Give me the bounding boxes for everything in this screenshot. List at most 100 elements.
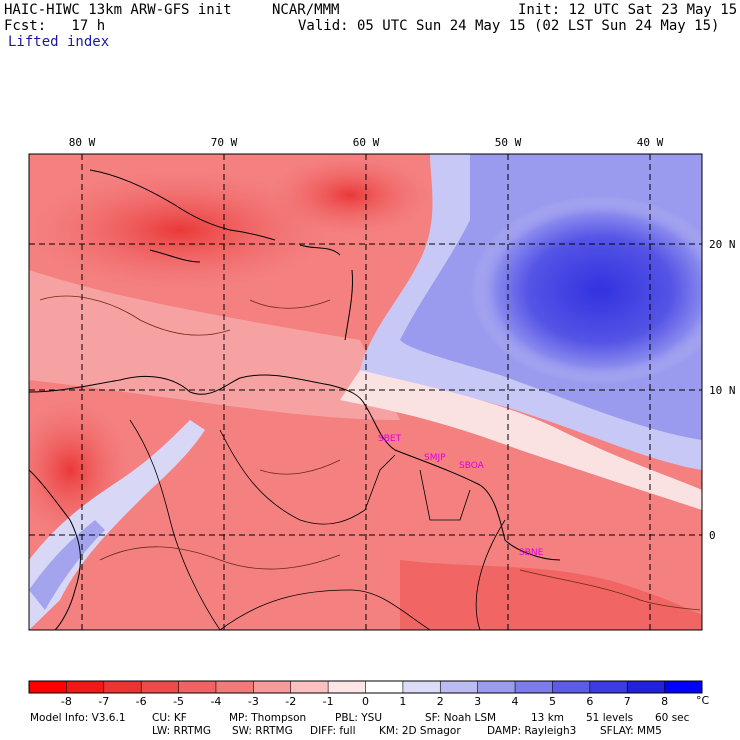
colorbar-swatch [103, 681, 142, 693]
field-red-south [400, 560, 702, 630]
station-sboa: SBOA [459, 461, 485, 471]
station-sbne: SBNE [519, 548, 544, 558]
footer-timestep: 60 sec [655, 712, 690, 724]
border-venezuela [219, 429, 366, 525]
field-transition [340, 370, 702, 510]
colorbar-swatch [141, 681, 180, 693]
footer-model-info: Model Info: V3.6.1 [30, 712, 126, 724]
field-red-antilles [270, 155, 430, 235]
model-title: HAIC-HIWC 13km ARW-GFS init [4, 2, 232, 18]
footer-sf: SF: Noah LSM [425, 712, 497, 724]
lat-label-0: 0 [709, 529, 716, 542]
forecast-hour: Fcst: 17 h [4, 18, 106, 34]
station-sbet: SBET [378, 434, 402, 444]
colorbar-swatch [589, 681, 628, 693]
coastlines [29, 169, 561, 630]
field-red-caribbean [30, 170, 330, 290]
colorbar-tick-label: 3 [474, 695, 481, 708]
colorbar-tick-label: -1 [323, 695, 334, 708]
lat-label-10n: 10 N [709, 384, 736, 397]
field-andes-stable [29, 420, 205, 630]
colorbar-unit: °C [696, 694, 710, 707]
colorbar-tick-label: -5 [173, 695, 184, 708]
footer-pbl: PBL: YSU [335, 712, 383, 724]
border-suriname [419, 469, 471, 521]
border-colombia [129, 419, 221, 630]
coastline-lesser-antilles [344, 269, 353, 341]
colorbar-tick-label: 8 [661, 695, 668, 708]
colorbar-swatch [552, 681, 591, 693]
org-label: NCAR/MMM [272, 2, 340, 18]
footer-km: KM: 2D Smagor [379, 725, 461, 737]
contour-4 [259, 459, 341, 475]
footer-sw: SW: RRTMG [232, 725, 293, 737]
footer-lw: LW: RRTMG [152, 725, 211, 737]
contour-3 [99, 546, 341, 570]
colorbar-swatch [440, 681, 479, 693]
colorbar-tick-label: -8 [61, 695, 72, 708]
colorbar-swatch [66, 681, 105, 693]
lifted-index-field [29, 154, 702, 630]
contour-2 [249, 299, 331, 309]
field-light-band [29, 270, 400, 420]
coastline-puerto-rico [299, 244, 341, 256]
field-blue-core [470, 195, 702, 385]
colorbar-swatch [328, 681, 366, 693]
colorbar-swatch [627, 681, 666, 693]
station-smjp: SMJP [424, 453, 446, 463]
coastline-jamaica [149, 249, 201, 263]
colorbar-tick-label: -4 [210, 695, 221, 708]
lon-label-50w: 50 W [495, 136, 522, 149]
colorbar-swatch [253, 681, 292, 693]
colorbar-swatch [365, 681, 404, 693]
lat-lon-grid [29, 154, 702, 630]
map-frame [28, 153, 703, 631]
colorbar-tick-label: 1 [399, 695, 406, 708]
colorbar-swatch [290, 681, 329, 693]
colorbar-swatch [402, 681, 441, 693]
field-name: Lifted index [8, 34, 110, 50]
coastline-south-america-north [29, 374, 561, 561]
footer-diff: DIFF: full [310, 725, 356, 737]
footer-sflay: SFLAY: MM5 [600, 725, 662, 737]
colorbar-swatch [515, 681, 553, 693]
coastline-pacific [29, 469, 81, 630]
colorbar-swatch [178, 681, 217, 693]
border-brazil-east [475, 519, 506, 630]
lon-label-40w: 40 W [637, 136, 664, 149]
lon-label-70w: 70 W [211, 136, 238, 149]
border-guyana [364, 454, 396, 511]
colorbar-swatch [477, 681, 516, 693]
colorbar-tick-label: 0 [362, 695, 369, 708]
init-time: Init: 12 UTC Sat 23 May 15 [518, 2, 738, 18]
field-andes-core [29, 520, 105, 610]
colorbar-tick-label: -3 [248, 695, 259, 708]
colorbar: -8 -7 -6 -5 -4 -3 -2 -1 0 1 2 3 4 5 6 7 8 [28, 680, 703, 708]
colorbar-tick-label: -7 [98, 695, 109, 708]
contour-5 [519, 569, 701, 611]
colorbar-tick-label: 6 [586, 695, 593, 708]
colorbar-tick-label: 5 [549, 695, 556, 708]
lon-label-80w: 80 W [69, 136, 96, 149]
contour-1 [39, 295, 231, 336]
footer-res: 13 km [531, 712, 565, 724]
colorbar-tick-label: -2 [285, 695, 296, 708]
colorbar-swatch [29, 681, 67, 693]
station-labels: SBET SMJP SBOA SBNE [378, 434, 544, 558]
footer-levels: 51 levels [586, 712, 634, 724]
lat-label-20n: 20 N [709, 238, 736, 251]
contour-lines [39, 295, 701, 611]
valid-time: Valid: 05 UTC Sun 24 May 15 (02 LST Sun … [298, 18, 720, 34]
colorbar-tick-label: 4 [512, 695, 519, 708]
lon-label-60w: 60 W [353, 136, 380, 149]
colorbar-swatch [215, 681, 254, 693]
colorbar-tick-label: 7 [624, 695, 631, 708]
borders [129, 419, 506, 630]
colorbar-tick-label: 2 [437, 695, 444, 708]
footer-mp: MP: Thompson [229, 712, 307, 724]
footer-damp: DAMP: Rayleigh3 [487, 725, 577, 737]
footer-cu: CU: KF [152, 712, 187, 724]
colorbar-tick-label: -6 [136, 695, 147, 708]
colorbar-swatch [664, 681, 703, 693]
